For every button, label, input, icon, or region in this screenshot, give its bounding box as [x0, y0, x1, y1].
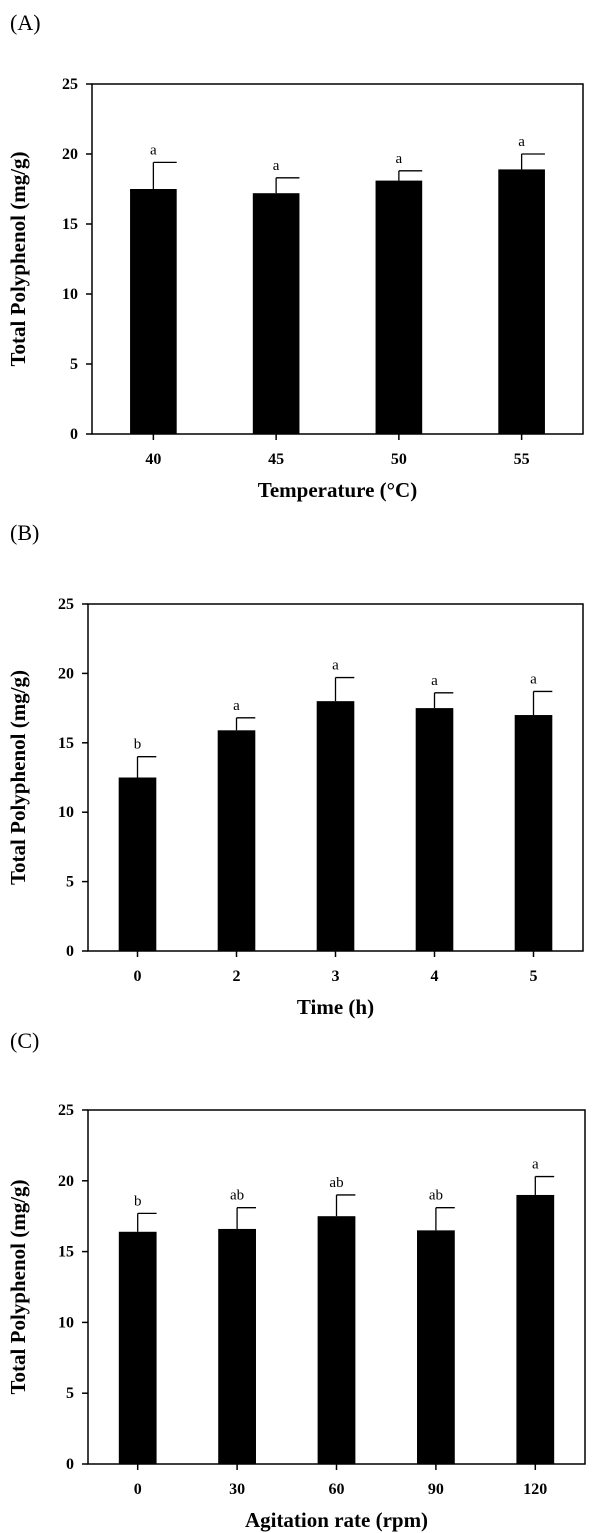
y-tick-label: 5	[66, 874, 74, 891]
significance-label: a	[532, 1157, 539, 1173]
bar	[498, 169, 545, 434]
y-tick-label: 0	[66, 1456, 74, 1473]
x-tick-label: 45	[268, 451, 284, 468]
significance-label: ab	[230, 1188, 244, 1204]
significance-label: a	[233, 698, 240, 714]
chart-panel-b: (B) 0 5 10 15 20 25 b 0 a 2 a 3 a 4 a 5 Time (h) Total Po…	[0, 520, 599, 1020]
significance-label: a	[273, 158, 280, 174]
y-tick-label: 10	[58, 804, 74, 821]
significance-label: a	[396, 151, 403, 167]
panel-label: (C)	[10, 1028, 40, 1053]
chart-panel-a: (A) 0 5 10 15 20 25 a 40 a 45 a 50 a 55 Temperature (°…	[0, 0, 599, 520]
bar	[130, 189, 177, 434]
significance-label: b	[134, 737, 142, 753]
significance-label: a	[150, 142, 157, 158]
y-tick-label: 15	[58, 735, 74, 752]
y-tick-label: 0	[70, 426, 78, 443]
bar	[375, 180, 423, 434]
y-tick-label: 25	[58, 596, 74, 613]
chart-panel-c: (C) 0 5 10 15 20 25 b 0 ab 30 ab 60 ab 90 a 120 Agitatio…	[0, 1028, 599, 1533]
x-tick-label: 3	[332, 968, 340, 985]
significance-label: a	[518, 134, 525, 150]
x-tick-label: 0	[134, 1481, 142, 1498]
bar	[316, 701, 355, 951]
y-axis-title: Total Polyphenol (mg/g)	[6, 151, 30, 366]
y-tick-label: 10	[58, 1314, 74, 1331]
y-tick-label: 15	[58, 1244, 74, 1261]
bar-chart: 0 5 10 15 20 25 a 40 a 45 a 50 a 55 Temperature (°C) To…	[6, 76, 584, 502]
x-tick-label: 50	[391, 451, 407, 468]
bar	[516, 1194, 555, 1464]
x-tick-label: 55	[514, 451, 530, 468]
y-tick-label: 20	[58, 665, 74, 682]
panel-label: (A)	[10, 10, 41, 35]
significance-label: ab	[329, 1175, 343, 1191]
significance-label: a	[431, 673, 438, 689]
significance-label: b	[134, 1193, 142, 1209]
significance-label: a	[332, 658, 339, 674]
y-tick-label: 10	[62, 286, 78, 303]
x-tick-label: 30	[229, 1481, 245, 1498]
bar-chart: 0 5 10 15 20 25 b 0 ab 30 ab 60 ab 90 a 120 Agitation ra…	[6, 1102, 586, 1532]
bar	[252, 193, 300, 434]
y-axis-title: Total Polyphenol (mg/g)	[6, 1179, 30, 1394]
panel-label: (B)	[10, 520, 40, 545]
bar	[417, 1230, 455, 1464]
y-axis-title: Total Polyphenol (mg/g)	[6, 670, 30, 885]
x-tick-label: 120	[523, 1481, 547, 1498]
x-tick-label: 4	[431, 968, 439, 985]
bar	[514, 715, 553, 951]
y-tick-label: 25	[62, 76, 78, 93]
bar	[217, 730, 256, 951]
y-tick-label: 0	[66, 943, 74, 960]
significance-label: ab	[429, 1188, 443, 1204]
y-tick-label: 20	[58, 1173, 74, 1190]
y-tick-label: 15	[62, 216, 78, 233]
y-tick-label: 20	[62, 146, 78, 163]
x-axis-title: Temperature (°C)	[258, 478, 417, 502]
bar	[317, 1216, 356, 1464]
x-axis-title: Time (h)	[297, 995, 374, 1019]
bar	[415, 708, 454, 951]
x-tick-label: 0	[134, 968, 142, 985]
bar	[118, 1231, 157, 1464]
y-tick-label: 5	[70, 356, 78, 373]
bar	[118, 777, 157, 951]
bar-chart: 0 5 10 15 20 25 b 0 a 2 a 3 a 4 a 5 Time (h) Total Polyph…	[6, 596, 584, 1019]
y-tick-label: 5	[66, 1385, 74, 1402]
y-tick-label: 25	[58, 1102, 74, 1119]
x-axis-title: Agitation rate (rpm)	[245, 1508, 428, 1532]
x-tick-label: 40	[145, 451, 161, 468]
x-tick-label: 5	[530, 968, 538, 985]
plot-frame	[91, 83, 584, 435]
x-tick-label: 90	[428, 1481, 444, 1498]
x-tick-label: 60	[329, 1481, 345, 1498]
significance-label: a	[530, 671, 537, 687]
x-tick-label: 2	[233, 968, 241, 985]
bar	[218, 1228, 256, 1464]
